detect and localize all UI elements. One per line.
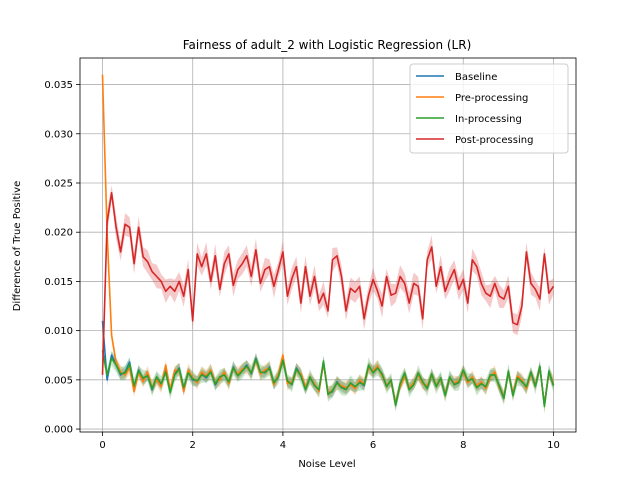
band-in-processing: [102, 342, 554, 414]
legend-label-in-processing: In-processing: [455, 114, 522, 125]
y-tick-label: 0.010: [44, 326, 73, 337]
x-tick-label: 8: [460, 440, 466, 451]
y-tick-label: 0.000: [44, 425, 73, 436]
legend-entry-pre-processing: Pre-processing: [416, 93, 528, 104]
y-tick-label: 0.030: [44, 129, 73, 140]
y-tick-label: 0.035: [44, 80, 73, 91]
legend-frame: [409, 63, 569, 154]
chart-title: Fairness of adult_2 with Logistic Regres…: [183, 38, 472, 52]
legend-label-post-processing: Post-processing: [455, 135, 533, 146]
plot-area-frame: [79, 57, 577, 433]
x-axis-label: Noise Level: [298, 459, 355, 470]
series-lines: [101, 74, 555, 408]
x-tick-label: 0: [99, 440, 105, 451]
y-tick-label: 0.005: [44, 375, 73, 386]
series-line-post-processing: [101, 192, 555, 375]
legend-entry-in-processing: In-processing: [416, 114, 522, 125]
x-tick-label: 10: [547, 440, 560, 451]
legend-entry-post-processing: Post-processing: [416, 135, 533, 146]
legend-label-pre-processing: Pre-processing: [455, 93, 528, 104]
y-tick-label: 0.015: [44, 277, 73, 288]
x-tick-label: 6: [370, 440, 376, 451]
legend-label-baseline: Baseline: [455, 72, 497, 83]
y-tick-label: 0.020: [44, 228, 73, 239]
x-tick-label: 2: [190, 440, 196, 451]
x-axis-ticks: 0 2 4 6 8 10: [99, 432, 560, 451]
legend: Baseline Pre-processing In-processing Po…: [409, 63, 569, 154]
legend-entry-baseline: Baseline: [416, 72, 497, 83]
band-post-processing: [102, 185, 554, 383]
band-baseline: [102, 317, 554, 410]
y-axis-label: Difference of True Positive: [12, 181, 23, 312]
series-line-in-processing: [101, 350, 555, 408]
y-tick-label: 0.025: [44, 178, 73, 189]
x-tick-label: 4: [280, 440, 286, 451]
y-axis-ticks: 0.000 0.005 0.010 0.015 0.020 0.025 0.030 0.035: [44, 80, 80, 436]
